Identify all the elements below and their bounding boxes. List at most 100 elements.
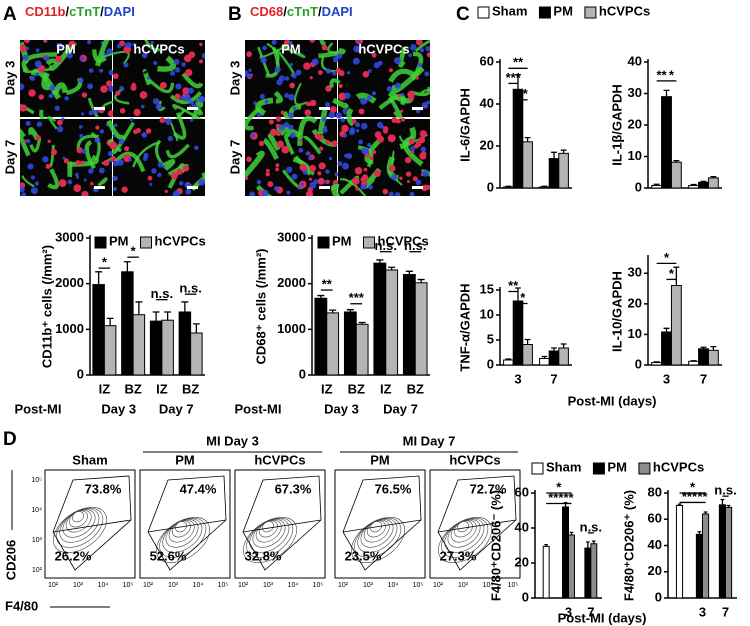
y-tick-label: 0	[635, 179, 642, 194]
nucleus	[150, 40, 155, 45]
nucleus	[25, 46, 30, 51]
nucleus	[336, 53, 343, 59]
nucleus	[155, 103, 162, 110]
nucleus	[20, 83, 25, 90]
fiber	[162, 159, 176, 171]
nucleus	[366, 95, 372, 101]
nucleus	[417, 62, 423, 68]
nucleus	[181, 62, 186, 67]
fiber	[172, 112, 187, 140]
nucleus	[335, 112, 343, 119]
cell	[387, 134, 396, 143]
nucleus	[112, 134, 116, 138]
cell	[304, 109, 312, 116]
nucleus	[291, 173, 298, 180]
fiber	[257, 46, 270, 76]
flow-x-tick: 10²	[48, 582, 59, 589]
flow-plot	[139, 469, 231, 579]
bar	[402, 274, 416, 376]
nucleus	[422, 170, 429, 177]
y-axis-label: F4/80⁺CD206⁻ (%)	[488, 490, 503, 601]
significance-label: *	[556, 479, 562, 494]
bar	[103, 325, 117, 376]
nucleus	[22, 54, 29, 61]
y-tick-label: 30	[628, 265, 642, 280]
gate-percent: 23.5%	[345, 548, 382, 563]
cell	[419, 130, 427, 138]
nucleus	[173, 59, 180, 65]
nucleus	[321, 116, 328, 122]
y-tick-label: 60	[480, 53, 494, 68]
cell	[321, 44, 328, 51]
cell	[412, 176, 418, 182]
nucleus	[141, 52, 148, 59]
scale-bar	[187, 107, 198, 110]
cell	[109, 141, 118, 150]
bar	[326, 312, 340, 376]
x-axis-label: Post-MI (days)	[558, 610, 647, 625]
nucleus	[271, 40, 277, 45]
y-tick-label: 40	[480, 95, 494, 110]
cell	[267, 181, 274, 188]
fiber	[111, 121, 135, 155]
nucleus	[409, 191, 415, 196]
cell	[351, 118, 357, 124]
nucleus	[152, 98, 160, 105]
nucleus	[153, 61, 158, 66]
flow-group: MI Day 7	[403, 433, 456, 448]
cell	[174, 93, 181, 100]
nucleus	[112, 186, 117, 191]
cell	[391, 116, 398, 124]
cell	[121, 186, 128, 193]
cell	[63, 158, 69, 164]
micrograph-group	[245, 40, 430, 196]
gate	[342, 475, 422, 571]
cell	[418, 136, 426, 144]
bar	[695, 533, 703, 599]
x-axis-label: Post-MI	[235, 401, 282, 416]
cell	[369, 156, 374, 160]
nucleus	[356, 40, 361, 43]
nucleus	[410, 145, 416, 152]
significance-label: **	[508, 278, 519, 293]
nucleus	[352, 57, 360, 65]
y-tick-label: 15	[480, 281, 494, 296]
legend-swatch	[638, 462, 651, 475]
nucleus	[400, 93, 404, 97]
nucleus	[56, 125, 64, 133]
legend-label: hCVPCs	[653, 459, 704, 474]
significance-label: ***	[682, 489, 698, 504]
cell	[28, 89, 36, 97]
cell	[45, 163, 51, 169]
cell	[307, 192, 313, 196]
significance-label: n.s.	[375, 238, 397, 253]
cell	[355, 186, 360, 191]
cell	[246, 156, 252, 163]
scale-bar	[412, 186, 423, 189]
flow-label: Sham	[72, 452, 107, 467]
error-bar	[515, 73, 521, 90]
nucleus	[180, 96, 185, 101]
nucleus	[179, 180, 184, 186]
cell	[80, 160, 85, 165]
bar	[707, 177, 719, 189]
cell	[164, 189, 168, 194]
error-bar	[720, 498, 725, 505]
nucleus	[30, 187, 38, 195]
scale-bar	[187, 186, 198, 189]
bar	[670, 161, 682, 189]
nucleus	[388, 191, 394, 196]
cell	[309, 164, 317, 172]
nucleus	[165, 118, 172, 125]
x-tick-label: 7	[587, 604, 594, 619]
flow-label: PM	[370, 452, 390, 467]
bar	[675, 504, 684, 599]
nucleus	[426, 100, 430, 105]
contour	[175, 521, 187, 533]
cell	[185, 69, 193, 77]
nucleus	[184, 95, 192, 103]
nucleus	[325, 68, 332, 74]
flow-x-tick: 10²	[238, 582, 249, 589]
nucleus	[328, 156, 333, 161]
nucleus	[29, 75, 36, 81]
